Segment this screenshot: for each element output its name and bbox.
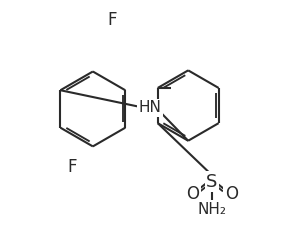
Text: HN: HN — [139, 100, 162, 115]
Text: O: O — [225, 185, 238, 203]
Text: F: F — [107, 11, 117, 30]
Text: S: S — [206, 173, 218, 191]
Text: F: F — [68, 158, 77, 176]
Text: NH₂: NH₂ — [197, 202, 226, 217]
Text: O: O — [186, 185, 199, 203]
